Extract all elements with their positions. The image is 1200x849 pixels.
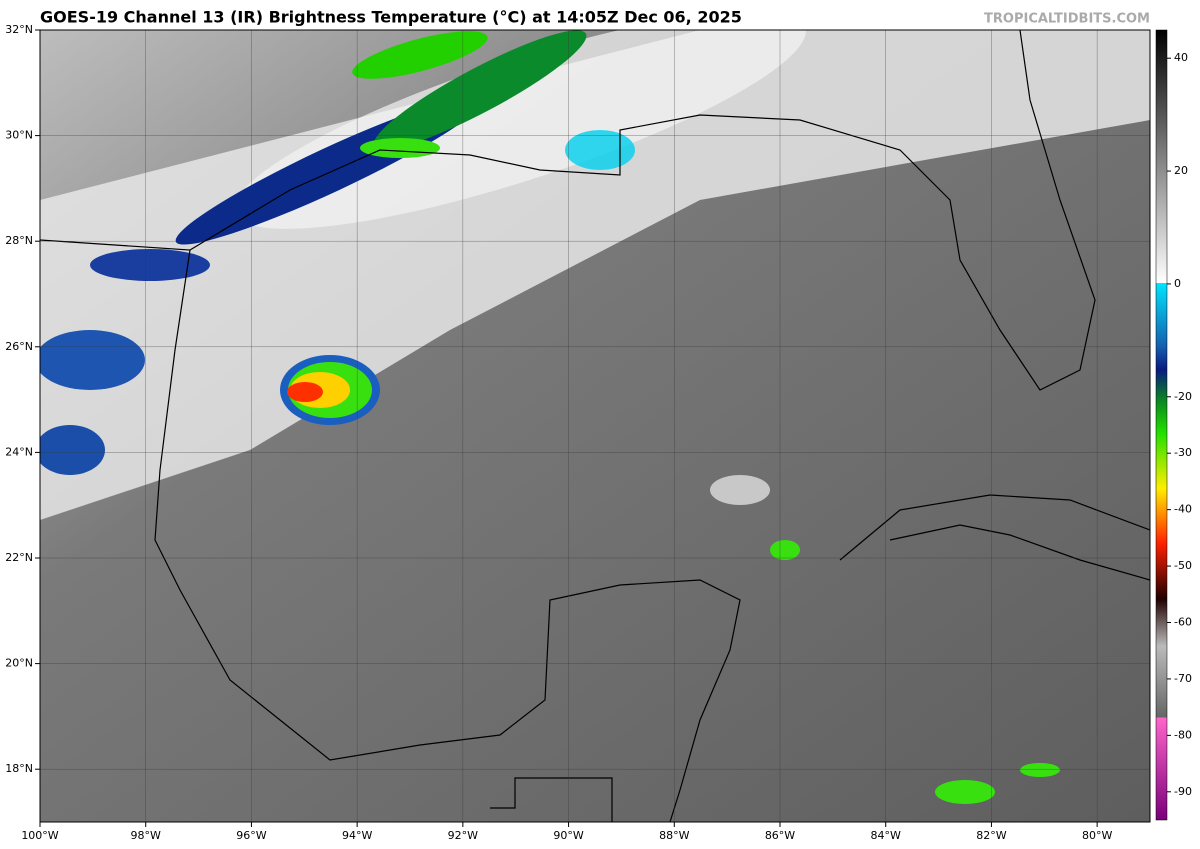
lat-label: 28°N xyxy=(5,234,33,247)
lat-label: 32°N xyxy=(5,23,33,36)
lon-label: 92°W xyxy=(448,829,478,842)
colorbar-label: -30 xyxy=(1174,446,1192,459)
colorbar-label: -60 xyxy=(1174,616,1192,629)
lat-label: 22°N xyxy=(5,551,33,564)
lon-label: 82°W xyxy=(976,829,1006,842)
colorbar-label: -90 xyxy=(1174,785,1192,798)
colorbar-label: -80 xyxy=(1174,728,1192,741)
lon-label: 96°W xyxy=(236,829,266,842)
lon-label: 98°W xyxy=(131,829,161,842)
colorbar-label: 40 xyxy=(1174,51,1188,64)
colorbar-label: -70 xyxy=(1174,672,1192,685)
lon-label: 84°W xyxy=(871,829,901,842)
lat-label: 20°N xyxy=(5,657,33,670)
credit: TROPICALTIDBITS.COM xyxy=(984,12,1150,27)
title: GOES-19 Channel 13 (IR) Brightness Tempe… xyxy=(40,8,742,27)
imagery xyxy=(40,30,1150,822)
lon-label: 100°W xyxy=(21,829,58,842)
colorbar-label: 0 xyxy=(1174,277,1181,290)
colorbar-label: -20 xyxy=(1174,390,1192,403)
colorbar-label: 20 xyxy=(1174,164,1188,177)
colorbar xyxy=(1155,29,1168,821)
colorbar-label: -50 xyxy=(1174,559,1192,572)
lon-label: 88°W xyxy=(659,829,689,842)
lon-label: 80°W xyxy=(1082,829,1112,842)
lat-label: 24°N xyxy=(5,445,33,458)
lat-label: 30°N xyxy=(5,129,33,142)
lat-label: 26°N xyxy=(5,340,33,353)
lon-label: 90°W xyxy=(553,829,583,842)
lon-label: 86°W xyxy=(765,829,795,842)
map-frame xyxy=(39,29,1151,823)
lon-label: 94°W xyxy=(342,829,372,842)
colorbar-label: -40 xyxy=(1174,503,1192,516)
lat-label: 18°N xyxy=(5,762,33,775)
